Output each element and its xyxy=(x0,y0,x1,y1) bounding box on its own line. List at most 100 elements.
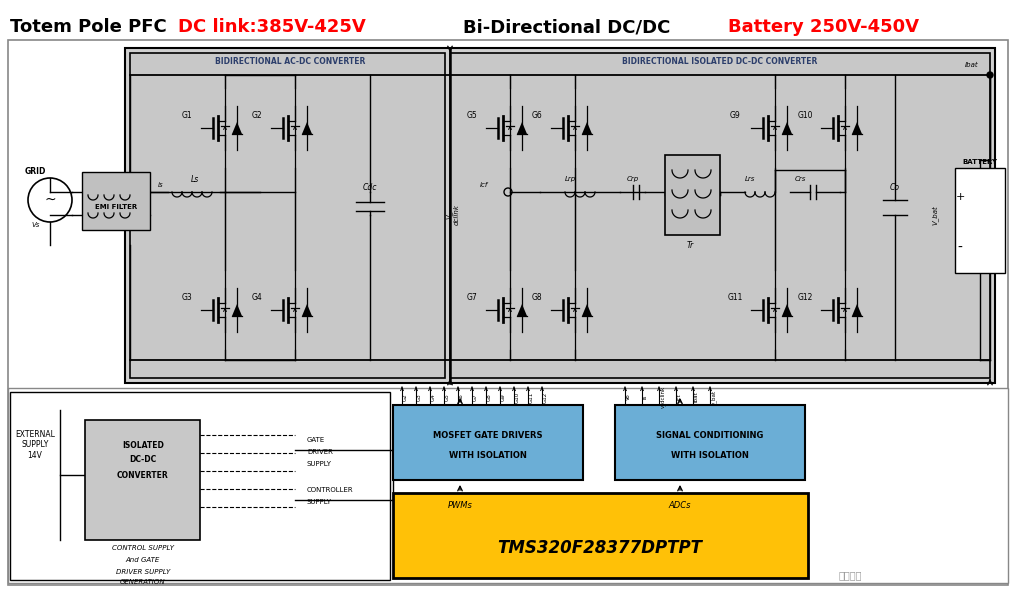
Text: SUPPLY: SUPPLY xyxy=(307,499,332,505)
Text: V_
dclink: V_ dclink xyxy=(446,204,460,226)
Text: -: - xyxy=(958,241,962,255)
Text: SUPPLY: SUPPLY xyxy=(307,461,332,467)
Text: G5: G5 xyxy=(445,393,450,401)
Text: G5: G5 xyxy=(466,112,477,121)
Text: G8: G8 xyxy=(487,393,492,401)
Bar xyxy=(955,168,1005,273)
Text: ~: ~ xyxy=(44,193,56,207)
Text: ADCs: ADCs xyxy=(669,501,691,510)
Text: CONTROLLER: CONTROLLER xyxy=(307,487,353,493)
Polygon shape xyxy=(852,122,862,134)
Polygon shape xyxy=(302,122,312,134)
Text: TMS320F28377DPTPT: TMS320F28377DPTPT xyxy=(498,539,702,557)
Text: G6: G6 xyxy=(531,112,543,121)
Text: Vo: Vo xyxy=(626,394,631,400)
Text: G6: G6 xyxy=(459,393,464,401)
Text: is: is xyxy=(643,395,648,399)
Text: Lrs: Lrs xyxy=(745,176,755,182)
Text: Vs: Vs xyxy=(32,222,40,228)
Text: DRIVER: DRIVER xyxy=(307,449,333,455)
Text: G11: G11 xyxy=(529,391,534,403)
Bar xyxy=(393,493,808,578)
Polygon shape xyxy=(517,304,527,316)
Text: GENERATION: GENERATION xyxy=(120,579,166,585)
Text: Battery 250V-450V: Battery 250V-450V xyxy=(728,18,919,36)
Text: G12: G12 xyxy=(797,293,812,302)
Text: G2: G2 xyxy=(403,393,408,401)
Text: Cdc: Cdc xyxy=(362,184,378,192)
Text: CONVERTER: CONVERTER xyxy=(117,470,169,479)
Text: G11: G11 xyxy=(727,293,743,302)
Text: v_dclink: v_dclink xyxy=(660,386,666,408)
Text: Crs: Crs xyxy=(794,176,805,182)
Text: SIGNAL CONDITIONING: SIGNAL CONDITIONING xyxy=(657,431,764,440)
Text: is: is xyxy=(158,182,164,188)
Text: Ls: Ls xyxy=(190,175,200,185)
Text: ISOLATED: ISOLATED xyxy=(122,441,164,450)
Polygon shape xyxy=(782,122,792,134)
Bar xyxy=(10,392,390,580)
Text: BIDIRECTIONAL ISOLATED DC-DC CONVERTER: BIDIRECTIONAL ISOLATED DC-DC CONVERTER xyxy=(622,58,817,67)
Text: GATE: GATE xyxy=(307,437,325,443)
Bar xyxy=(615,405,805,480)
Text: G7: G7 xyxy=(466,293,477,302)
Text: Ibat: Ibat xyxy=(694,391,699,402)
Polygon shape xyxy=(232,304,242,316)
Text: G1: G1 xyxy=(181,112,192,121)
Text: Lrp: Lrp xyxy=(564,176,575,182)
Text: G4: G4 xyxy=(251,293,263,302)
Text: Tr: Tr xyxy=(686,241,693,249)
Text: WITH ISOLATION: WITH ISOLATION xyxy=(449,450,527,460)
Text: G4: G4 xyxy=(431,393,436,401)
Bar xyxy=(665,155,720,235)
Polygon shape xyxy=(852,304,862,316)
Polygon shape xyxy=(582,122,592,134)
Text: EXTERNAL
SUPPLY
14V: EXTERNAL SUPPLY 14V xyxy=(15,430,55,460)
Bar xyxy=(125,48,995,383)
Text: G3: G3 xyxy=(181,293,192,302)
Text: 老虎说芯: 老虎说芯 xyxy=(838,570,862,580)
Text: ict: ict xyxy=(677,394,682,400)
Polygon shape xyxy=(302,304,312,316)
Text: EMI FILTER: EMI FILTER xyxy=(95,204,137,210)
Circle shape xyxy=(987,72,993,78)
Text: G10: G10 xyxy=(515,391,520,403)
Text: BATTERY: BATTERY xyxy=(962,159,998,165)
Text: Crp: Crp xyxy=(627,176,639,182)
Text: +: + xyxy=(955,192,965,202)
Text: DC-DC: DC-DC xyxy=(129,456,157,465)
Polygon shape xyxy=(782,304,792,316)
Text: BIDIRECTIONAL AC-DC CONVERTER: BIDIRECTIONAL AC-DC CONVERTER xyxy=(215,58,365,67)
Text: GRID: GRID xyxy=(24,168,46,176)
Bar xyxy=(82,172,150,230)
Text: DC link:385V-425V: DC link:385V-425V xyxy=(178,18,365,36)
Polygon shape xyxy=(232,122,242,134)
Text: G2: G2 xyxy=(251,112,263,121)
Text: DRIVER SUPPLY: DRIVER SUPPLY xyxy=(116,569,170,575)
Text: G12: G12 xyxy=(543,391,548,403)
Bar xyxy=(8,388,1008,583)
Polygon shape xyxy=(582,304,592,316)
Bar xyxy=(450,53,989,378)
Bar xyxy=(130,53,445,378)
Text: Bi-Directional DC/DC: Bi-Directional DC/DC xyxy=(463,18,671,36)
Bar xyxy=(393,405,583,480)
Text: G9: G9 xyxy=(730,112,740,121)
Text: PWMs: PWMs xyxy=(448,501,472,510)
Text: WITH ISOLATION: WITH ISOLATION xyxy=(671,450,749,460)
Text: G8: G8 xyxy=(531,293,543,302)
Text: v_bat: v_bat xyxy=(711,390,717,405)
Text: Totem Pole PFC: Totem Pole PFC xyxy=(10,18,167,36)
Text: CONTROL SUPPLY: CONTROL SUPPLY xyxy=(112,545,174,551)
Polygon shape xyxy=(517,122,527,134)
Text: And GATE: And GATE xyxy=(126,557,160,563)
Text: icf: icf xyxy=(479,182,489,188)
Text: G7: G7 xyxy=(473,393,478,401)
Text: Ibat: Ibat xyxy=(965,62,979,68)
Text: G3: G3 xyxy=(417,393,422,401)
Text: G9: G9 xyxy=(501,393,506,401)
Text: G10: G10 xyxy=(797,112,812,121)
Text: V_bat: V_bat xyxy=(931,205,939,225)
Bar xyxy=(84,420,200,540)
Text: MOSFET GATE DRIVERS: MOSFET GATE DRIVERS xyxy=(434,431,543,440)
